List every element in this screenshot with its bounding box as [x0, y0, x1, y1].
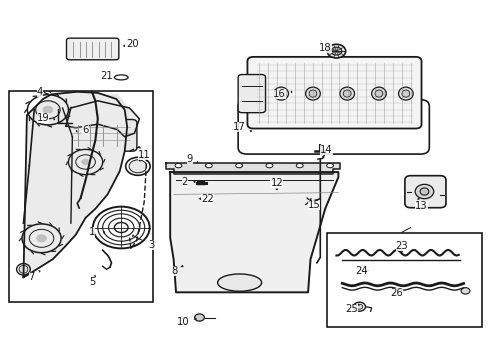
Text: 8: 8	[171, 266, 177, 276]
Ellipse shape	[76, 111, 90, 119]
Text: 10: 10	[177, 317, 189, 327]
Ellipse shape	[326, 44, 345, 58]
Ellipse shape	[192, 197, 202, 200]
Ellipse shape	[277, 90, 285, 97]
Ellipse shape	[296, 163, 303, 168]
Text: 18: 18	[319, 42, 331, 53]
Ellipse shape	[460, 288, 469, 294]
Ellipse shape	[205, 163, 212, 168]
Ellipse shape	[398, 87, 412, 100]
Text: 26: 26	[390, 288, 403, 298]
Ellipse shape	[305, 87, 320, 100]
Text: 22: 22	[201, 194, 214, 204]
Text: 7: 7	[28, 272, 35, 282]
Ellipse shape	[63, 134, 72, 143]
Text: 12: 12	[270, 178, 283, 188]
Ellipse shape	[60, 131, 75, 146]
Ellipse shape	[19, 265, 28, 273]
Polygon shape	[66, 101, 139, 137]
Text: 19: 19	[37, 113, 49, 123]
Ellipse shape	[326, 163, 333, 168]
Polygon shape	[166, 163, 339, 174]
Ellipse shape	[273, 87, 288, 100]
Ellipse shape	[419, 188, 428, 195]
FancyBboxPatch shape	[66, 38, 119, 60]
Ellipse shape	[91, 108, 104, 116]
Ellipse shape	[371, 87, 386, 100]
Ellipse shape	[308, 90, 316, 97]
Ellipse shape	[265, 163, 272, 168]
FancyBboxPatch shape	[247, 57, 421, 129]
Ellipse shape	[414, 184, 433, 199]
Circle shape	[81, 159, 89, 165]
Ellipse shape	[175, 163, 182, 168]
Text: 5: 5	[88, 276, 95, 287]
Text: 20: 20	[126, 39, 139, 49]
Text: 9: 9	[186, 154, 193, 164]
FancyBboxPatch shape	[404, 176, 445, 208]
Ellipse shape	[235, 163, 242, 168]
Ellipse shape	[401, 90, 409, 97]
Text: 11: 11	[138, 150, 150, 160]
Ellipse shape	[343, 90, 350, 97]
FancyBboxPatch shape	[238, 75, 265, 113]
Text: 15: 15	[307, 200, 320, 210]
Ellipse shape	[129, 160, 146, 173]
Ellipse shape	[105, 109, 119, 117]
Ellipse shape	[262, 170, 292, 177]
Circle shape	[37, 235, 46, 242]
Text: 21: 21	[100, 71, 113, 81]
Circle shape	[43, 106, 53, 113]
Text: 3: 3	[148, 240, 154, 250]
Text: 16: 16	[273, 89, 285, 99]
Text: 17: 17	[233, 122, 245, 132]
Text: 23: 23	[395, 240, 407, 251]
Text: 14: 14	[320, 145, 332, 156]
Bar	[9, 91, 153, 302]
Bar	[326, 233, 481, 327]
Text: 2: 2	[181, 177, 188, 187]
FancyBboxPatch shape	[63, 120, 137, 151]
FancyBboxPatch shape	[258, 172, 297, 202]
Ellipse shape	[194, 314, 204, 321]
Ellipse shape	[330, 47, 341, 55]
Text: 6: 6	[82, 125, 89, 135]
Text: 25: 25	[345, 304, 358, 314]
Ellipse shape	[374, 90, 382, 97]
Ellipse shape	[355, 304, 362, 309]
Text: 24: 24	[355, 266, 367, 276]
Polygon shape	[68, 94, 129, 137]
Text: 1: 1	[88, 227, 95, 237]
Text: 13: 13	[414, 201, 427, 211]
Ellipse shape	[339, 87, 354, 100]
Text: 4: 4	[37, 87, 43, 97]
Polygon shape	[170, 172, 338, 292]
Polygon shape	[23, 92, 127, 277]
Ellipse shape	[217, 274, 261, 291]
